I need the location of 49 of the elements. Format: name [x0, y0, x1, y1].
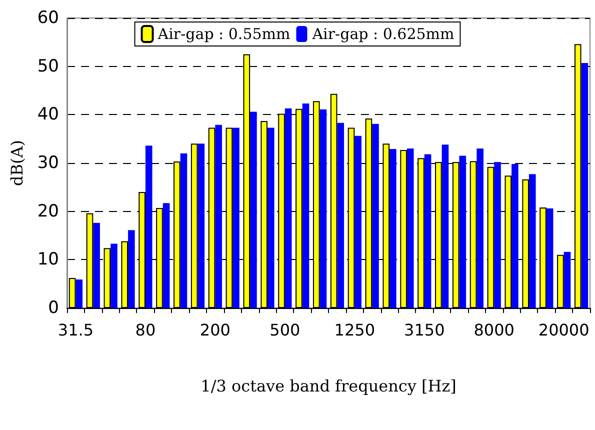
- bar: [320, 109, 327, 308]
- bar: [564, 252, 571, 308]
- bar: [406, 148, 414, 308]
- bar: [337, 122, 344, 308]
- bar: [215, 124, 222, 308]
- bar: [494, 162, 501, 308]
- bar: [442, 144, 449, 308]
- y-tick-label: 0: [48, 298, 59, 318]
- x-tick-label: 500: [270, 320, 300, 340]
- x-tick-label: 1250: [334, 320, 376, 340]
- bar: [76, 279, 83, 308]
- bar: [198, 144, 205, 308]
- y-tick-label: 30: [37, 153, 59, 173]
- bar: [528, 174, 536, 308]
- y-tick-label: 50: [37, 56, 59, 76]
- bar: [180, 153, 188, 308]
- bar: [372, 124, 379, 308]
- x-tick-label: 31.5: [58, 320, 94, 340]
- bar: [128, 230, 135, 308]
- bar: [546, 208, 554, 308]
- y-tick-label: 60: [37, 8, 59, 28]
- x-tick-label: 3150: [404, 320, 445, 340]
- bar: [250, 112, 257, 308]
- bar: [267, 128, 274, 308]
- bar: [232, 128, 240, 308]
- bar: [162, 203, 170, 308]
- y-tick-label: 20: [37, 201, 59, 222]
- bar: [284, 108, 292, 308]
- y-tick-label: 40: [37, 104, 59, 125]
- bar: [110, 244, 118, 308]
- bar: [476, 148, 484, 308]
- y-tick-label: 10: [37, 250, 59, 270]
- bar: [93, 222, 100, 308]
- legend-label: Air-gap : 0.55mm: [156, 25, 290, 43]
- x-tick-label: 80: [135, 320, 156, 340]
- y-axis-title: dB(A): [8, 140, 26, 186]
- bar: [145, 146, 152, 308]
- legend-label: Air-gap : 0.625mm: [311, 25, 454, 43]
- x-tick-label: 200: [200, 320, 230, 340]
- bar: [581, 62, 588, 308]
- x-axis-title: 1/3 octave band frequency [Hz]: [200, 376, 456, 396]
- bar: [512, 164, 518, 308]
- bar: [390, 148, 396, 308]
- bar: [424, 154, 432, 308]
- bar: [302, 104, 310, 308]
- bar: [459, 156, 466, 308]
- x-tick-label: 20000: [538, 320, 590, 340]
- bar: [354, 136, 362, 308]
- x-tick-label: 8000: [474, 320, 514, 340]
